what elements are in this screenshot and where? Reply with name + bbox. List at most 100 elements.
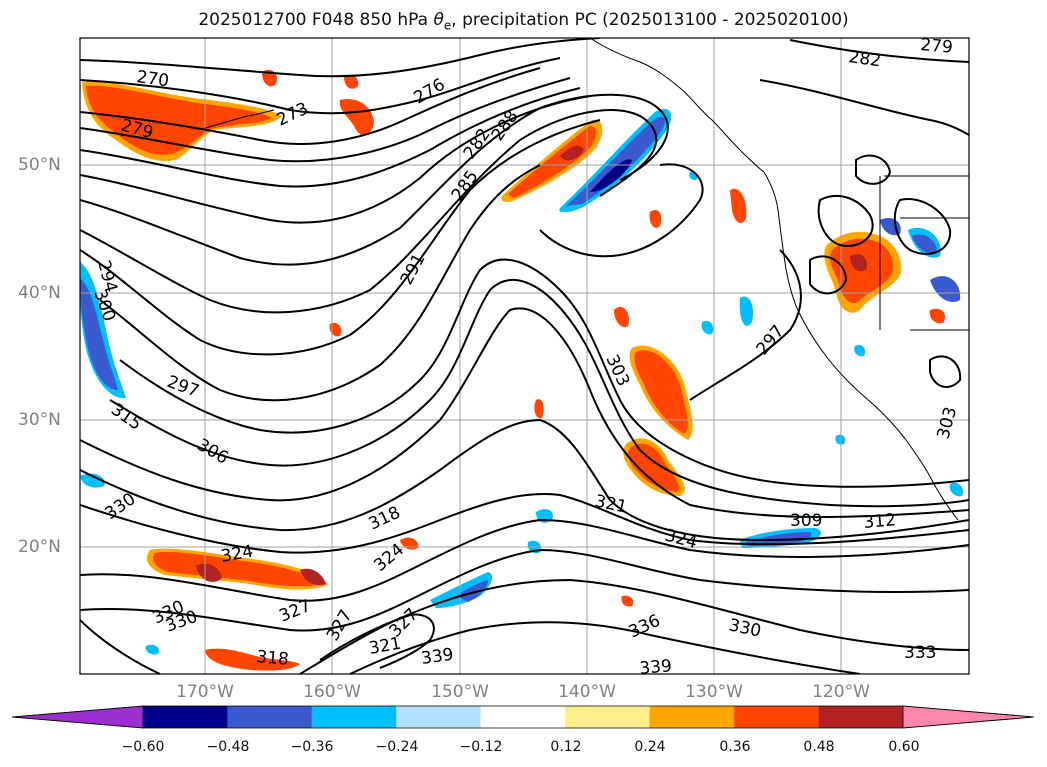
- precip-area: [508, 126, 596, 198]
- contour-line: [80, 95, 591, 224]
- lat-label-50n: 50°N: [18, 155, 61, 175]
- colorbar-segment: [565, 706, 650, 728]
- precip-area: [739, 296, 754, 326]
- contour-line: [789, 39, 969, 63]
- contour-line: [80, 548, 969, 632]
- precip-area: [566, 116, 665, 206]
- contour-line: [80, 67, 541, 145]
- contour-label: 318: [256, 647, 290, 670]
- colorbar-segment: [480, 706, 566, 728]
- contour-line: [80, 119, 601, 356]
- colorbar-tick: −0.60: [121, 739, 165, 755]
- precip-area: [590, 159, 632, 192]
- contour-line: [893, 198, 952, 255]
- colorbar-tick: −0.12: [459, 739, 503, 755]
- contour-line: [80, 87, 581, 188]
- contour-line: [80, 307, 969, 518]
- contour-line: [817, 195, 874, 247]
- colorbar-tick: 0.12: [550, 739, 582, 755]
- precip-area: [628, 443, 679, 492]
- precip-area: [949, 482, 964, 497]
- aleutian-islands: [204, 109, 275, 129]
- colorbar-tick: 0.36: [719, 739, 751, 755]
- precip-area: [329, 322, 342, 337]
- map-title: 2025012700 F048 850 hPa θe, precipitatio…: [198, 10, 849, 33]
- precip-area: [912, 234, 937, 255]
- contour-line: [855, 154, 892, 185]
- contour-line: [119, 258, 969, 488]
- colorbar-extend-low: [11, 705, 144, 729]
- lon-label-120w: 120°W: [812, 682, 870, 702]
- precip-area: [205, 648, 300, 671]
- colorbar-segment: [311, 706, 397, 728]
- precip-area: [730, 188, 747, 224]
- precip-area: [854, 344, 866, 357]
- contour-line: [80, 57, 561, 115]
- contour-label: 279: [920, 35, 954, 58]
- contour-line: [80, 619, 161, 674]
- colorbar-segment: [649, 706, 735, 728]
- colorbar-tick: 0.60: [888, 739, 920, 755]
- lat-label-20n: 20°N: [18, 537, 61, 557]
- precip-positive-shading: [82, 69, 946, 671]
- contour-line: [319, 613, 435, 669]
- contour-label: 282: [847, 47, 882, 71]
- precip-area: [262, 69, 278, 87]
- lon-label-160w: 160°W: [303, 682, 361, 702]
- precip-area: [614, 306, 630, 328]
- precip-area: [835, 434, 846, 445]
- precip-area: [930, 276, 961, 302]
- lon-label-150w: 150°W: [431, 682, 489, 702]
- precip-area: [153, 552, 322, 587]
- lat-label-40n: 40°N: [18, 283, 61, 303]
- alaska-coast: [589, 38, 765, 173]
- graticule: [80, 38, 969, 674]
- precip-area: [850, 253, 867, 272]
- colorbar-segment: [396, 706, 481, 728]
- precip-area: [344, 74, 359, 89]
- colorbar-tick: 0.48: [803, 739, 835, 755]
- precip-area: [80, 473, 105, 488]
- contour-line: [80, 38, 601, 78]
- colorbar-tick: −0.24: [375, 739, 419, 755]
- contour-label: 333: [904, 643, 936, 663]
- colorbar-segment: [818, 706, 903, 728]
- colorbar-tick: 0.24: [634, 739, 666, 755]
- colorbar-outline: [11, 705, 1035, 729]
- contour-line: [80, 93, 669, 266]
- precip-area: [86, 85, 272, 155]
- precip-area: [196, 563, 222, 582]
- precip-area: [534, 399, 544, 419]
- contour-label: 339: [420, 645, 455, 669]
- contour-label: 270: [135, 67, 170, 91]
- contour-line: [80, 493, 969, 554]
- precip-area: [80, 262, 126, 399]
- contour-label: 312: [863, 510, 897, 533]
- precip-area: [621, 595, 634, 607]
- contour-label: 309: [790, 511, 822, 531]
- precip-area: [560, 145, 584, 161]
- colorbar: [11, 705, 1035, 729]
- colorbar-extend-high: [902, 705, 1035, 729]
- contour-line: [689, 249, 802, 401]
- precip-area: [456, 580, 488, 602]
- precip-area: [634, 350, 688, 434]
- colorbar-tick: −0.48: [206, 739, 250, 755]
- map-frame: [79, 37, 970, 675]
- contour-line: [929, 355, 962, 388]
- theta-e-contours: [80, 38, 969, 674]
- precip-area: [80, 278, 118, 390]
- lon-label-130w: 130°W: [685, 682, 743, 702]
- contour-line: [80, 418, 969, 542]
- precip-area: [339, 98, 374, 136]
- precip-area: [929, 308, 946, 324]
- contour-line: [99, 164, 541, 402]
- precip-area: [649, 209, 662, 228]
- contour-line: [759, 79, 969, 136]
- pacific-nw-coast: [763, 171, 959, 521]
- colorbar-segment: [143, 706, 228, 728]
- contour-line: [80, 109, 658, 314]
- contour-line: [80, 77, 571, 163]
- precip-area: [300, 568, 326, 586]
